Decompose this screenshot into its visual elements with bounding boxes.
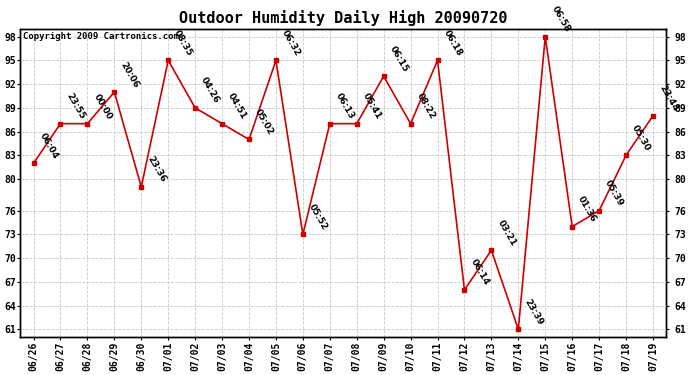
Text: 06:04: 06:04 <box>38 131 60 160</box>
Text: 08:35: 08:35 <box>172 28 195 58</box>
Text: 23:36: 23:36 <box>146 155 168 184</box>
Text: 23:55: 23:55 <box>65 92 87 121</box>
Text: 06:14: 06:14 <box>469 258 491 287</box>
Text: 08:22: 08:22 <box>415 92 437 121</box>
Text: 04:26: 04:26 <box>199 76 221 105</box>
Text: 06:13: 06:13 <box>334 92 356 121</box>
Text: 00:00: 00:00 <box>92 92 113 121</box>
Text: 05:30: 05:30 <box>630 123 652 153</box>
Text: 05:02: 05:02 <box>253 108 275 137</box>
Title: Outdoor Humidity Daily High 20090720: Outdoor Humidity Daily High 20090720 <box>179 10 508 26</box>
Text: 23:39: 23:39 <box>522 297 544 327</box>
Text: 05:52: 05:52 <box>307 202 329 232</box>
Text: 06:32: 06:32 <box>280 28 302 58</box>
Text: 23:44: 23:44 <box>657 84 680 113</box>
Text: 06:15: 06:15 <box>388 44 410 74</box>
Text: 06:58: 06:58 <box>549 4 571 34</box>
Text: 03:21: 03:21 <box>495 218 518 248</box>
Text: 05:41: 05:41 <box>361 92 383 121</box>
Text: 04:51: 04:51 <box>226 92 248 121</box>
Text: 06:18: 06:18 <box>442 28 464 58</box>
Text: 05:39: 05:39 <box>603 178 625 208</box>
Text: 20:06: 20:06 <box>119 60 141 89</box>
Text: Copyright 2009 Cartronics.com: Copyright 2009 Cartronics.com <box>23 32 179 41</box>
Text: 01:36: 01:36 <box>576 195 598 224</box>
